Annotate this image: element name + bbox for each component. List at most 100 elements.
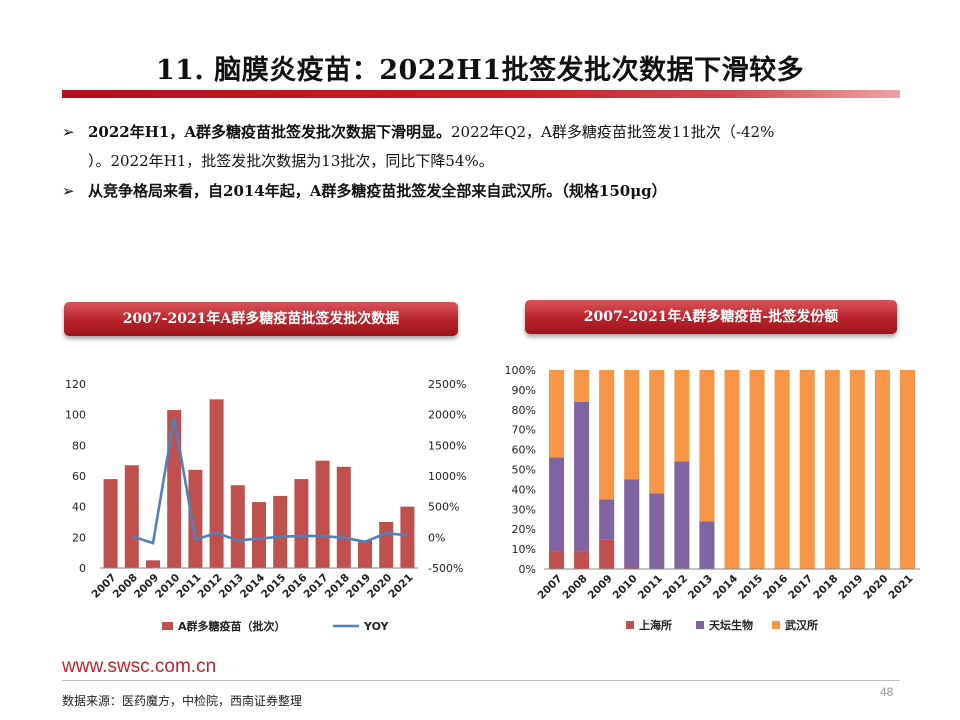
x-tick-label: 2016 — [761, 573, 790, 602]
y-right-tick-label: -500% — [428, 562, 463, 575]
x-tick-label: 2021 — [386, 572, 415, 601]
legend-line-label: YOY — [363, 620, 390, 633]
y-tick-label: 60% — [512, 444, 536, 457]
stacked-bar-segment — [624, 370, 640, 480]
y-tick-label: 80% — [512, 404, 536, 417]
stacked-bar-segment — [824, 370, 840, 569]
title-underline-bar — [62, 90, 900, 98]
bar — [103, 479, 118, 568]
bullet-item: ➢ 从竞争格局来看，自2014年起，A群多糖疫苗批签发全部来自武汉所。（规格15… — [62, 177, 912, 206]
y-left-tick-label: 100 — [65, 409, 86, 422]
legend-bar-label: A群多糖疫苗（批次） — [178, 619, 286, 633]
bar — [167, 410, 182, 568]
footer-url: www.swsc.com.cn — [62, 656, 217, 677]
page-title: 11. 脑膜炎疫苗：2022H1批签发批次数据下滑较多 — [155, 55, 805, 86]
x-tick-label: 2017 — [786, 573, 815, 602]
stacked-bar-segment — [674, 370, 690, 462]
stacked-bar-segment — [699, 521, 715, 569]
x-tick-label: 2010 — [611, 573, 640, 602]
legend-label: 上海所 — [639, 618, 672, 632]
y-right-tick-label: 500% — [428, 501, 459, 514]
legend-swatch — [626, 621, 634, 629]
bullet-bold-text: 2022年H1，A群多糖疫苗批签发批次数据下滑明显。 — [88, 123, 451, 141]
y-left-tick-label: 0 — [79, 562, 86, 575]
y-right-tick-label: 1500% — [428, 439, 466, 452]
x-tick-label: 2021 — [886, 573, 915, 602]
stacked-bar-segment — [574, 551, 590, 569]
bullet-arrow-icon: ➢ — [62, 123, 75, 141]
stacked-bar-segment — [699, 370, 715, 522]
x-tick-label: 2013 — [686, 573, 715, 602]
bullet-continuation: ）。2022年H1，批签发批次数据为13批次，同比下降54%。 — [88, 152, 494, 171]
x-tick-label: 2020 — [861, 573, 890, 602]
stacked-bar-segment — [649, 370, 665, 494]
bullet-arrow-icon: ➢ — [62, 181, 75, 200]
yoy-series-line — [131, 416, 408, 545]
stacked-bar-segment — [574, 370, 590, 402]
stacked-bar-segment — [749, 370, 765, 569]
bar — [188, 469, 203, 568]
y-tick-label: 20% — [512, 523, 536, 536]
x-tick-label: 2018 — [811, 573, 840, 602]
legend-swatch — [772, 621, 780, 629]
legend-label: 武汉所 — [785, 618, 818, 632]
bar — [315, 460, 330, 568]
bullet-list: ➢ 2022年H1，A群多糖疫苗批签发批次数据下滑明显。2022年Q2，A群多糖… — [62, 118, 912, 206]
stacked-bar-segment — [549, 457, 565, 552]
stacked-bar-segment — [624, 479, 640, 568]
x-tick-label: 2014 — [711, 573, 740, 602]
y-right-tick-label: 0% — [428, 531, 445, 544]
y-left-tick-label: 60 — [72, 470, 86, 483]
x-tick-label: 2019 — [836, 573, 865, 602]
legend-label: 天坛生物 — [709, 618, 753, 632]
stacked-bar-segment — [649, 493, 665, 569]
y-tick-label: 70% — [512, 424, 536, 437]
y-right-tick-label: 1000% — [428, 470, 466, 483]
stacked-bar-segment — [599, 539, 615, 569]
stacked-bar-segment — [624, 567, 640, 569]
share-stacked-bar-chart: 0% 10% 20% 30% 40% 50% 60% 70% 80% 90% 100% 2007 200… — [505, 364, 920, 632]
stacked-bar-segment — [799, 370, 815, 569]
y-tick-label: 50% — [512, 464, 536, 477]
x-tick-label: 2007 — [535, 573, 564, 602]
batch-bar-line-chart: 0 20 40 60 80 100 120 -500% 0% 500% 1000% 1500% 2000… — [65, 378, 466, 633]
y-tick-label: 90% — [512, 384, 536, 397]
bar — [358, 540, 372, 568]
y-tick-label: 100% — [505, 364, 536, 377]
y-left-tick-label: 80 — [72, 439, 86, 452]
page-number: 48 — [880, 685, 894, 699]
bar — [336, 466, 351, 568]
chart2-title: 2007-2021年A群多糖疫苗-批签发份额 — [525, 300, 897, 334]
y-left-tick-label: 20 — [72, 531, 86, 544]
bar — [209, 399, 224, 568]
bullet-bold-text: 从竞争格局来看，自2014年起，A群多糖疫苗批签发全部来自武汉所。（规格150μ… — [88, 181, 667, 200]
bar — [379, 522, 394, 568]
bar — [400, 506, 415, 568]
y-left-tick-label: 120 — [65, 378, 86, 391]
stacked-bar-segment — [849, 370, 865, 569]
stacked-bar-segment — [674, 461, 690, 569]
x-tick-label: 2011 — [636, 573, 665, 602]
y-tick-label: 0% — [519, 563, 536, 576]
y-tick-label: 30% — [512, 503, 536, 516]
x-tick-label: 2015 — [736, 573, 765, 602]
bullet-normal-text: 2022年Q2，A群多糖疫苗批签发11批次（-42% — [451, 123, 775, 141]
bar — [124, 465, 139, 568]
y-tick-label: 40% — [512, 483, 536, 496]
y-right-tick-label: 2000% — [428, 409, 466, 422]
legend-swatch — [696, 621, 704, 629]
bullet-text: 2022年H1，A群多糖疫苗批签发批次数据下滑明显。2022年Q2，A群多糖疫苗… — [88, 118, 774, 147]
y-left-tick-label: 40 — [72, 501, 86, 514]
bar — [273, 495, 288, 568]
bar — [294, 479, 309, 568]
y-tick-label: 10% — [512, 543, 536, 556]
data-source-note: 数据来源：医药魔方，中检院，西南证券整理 — [62, 694, 303, 708]
chart1-title: 2007-2021年A群多糖疫苗批签发批次数据 — [64, 302, 458, 336]
stacked-bar-segment — [724, 370, 740, 569]
stacked-bar-segment — [899, 370, 915, 569]
x-tick-label: 2009 — [586, 573, 615, 602]
footer-divider — [62, 680, 900, 681]
stacked-bar-segment — [599, 370, 615, 500]
stacked-bar-segment — [549, 551, 565, 569]
y-right-tick-label: 2500% — [428, 378, 466, 391]
